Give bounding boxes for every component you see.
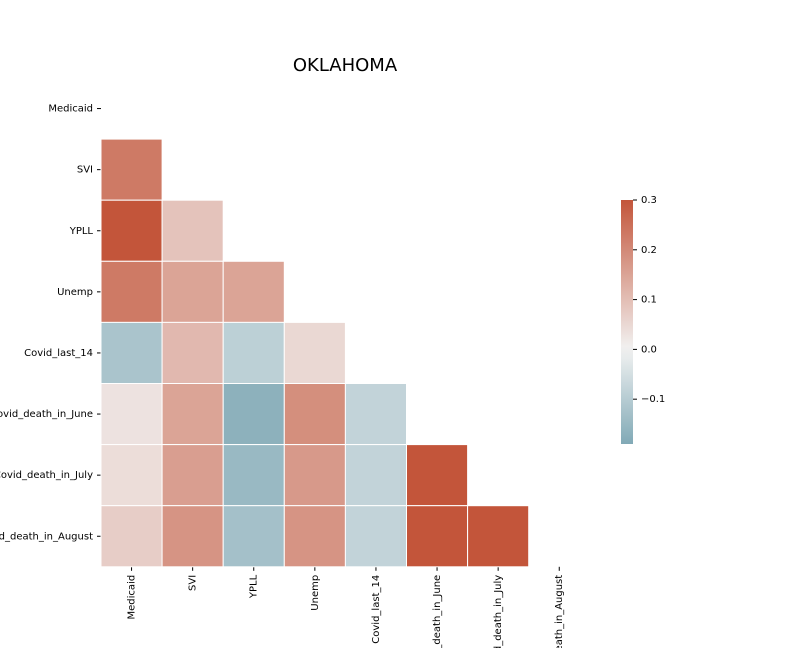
heatmap-cell bbox=[161, 260, 224, 323]
colorbar bbox=[621, 200, 633, 444]
y-tick-label: YPLL bbox=[69, 226, 94, 237]
heatmap-cell bbox=[283, 505, 346, 568]
heatmap-cell bbox=[222, 383, 285, 446]
heatmap-cell bbox=[222, 260, 285, 323]
heatmap-cell bbox=[406, 505, 469, 568]
heatmap-cell bbox=[161, 505, 224, 568]
heatmap-cell bbox=[100, 383, 163, 446]
y-tick-label: Covid_death_in_June bbox=[0, 409, 93, 420]
x-tick-label: SVI bbox=[188, 575, 199, 591]
heatmap-cell bbox=[283, 444, 346, 507]
heatmap-cell bbox=[222, 444, 285, 507]
heatmap-cell bbox=[161, 383, 224, 446]
colorbar-tick-label: 0.0 bbox=[641, 344, 657, 355]
heatmap-cell bbox=[161, 444, 224, 507]
colorbar-tick-label: 0.1 bbox=[641, 295, 657, 306]
heatmap-cell bbox=[161, 321, 224, 384]
heatmap-cell bbox=[100, 138, 163, 201]
heatmap-cell bbox=[344, 444, 407, 507]
heatmap-cell bbox=[406, 444, 469, 507]
y-tick-label: Covid_death_in_August bbox=[0, 531, 93, 542]
x-tick-label: Medicaid bbox=[127, 575, 138, 620]
x-tick-label: Covid_last_14 bbox=[371, 575, 382, 644]
colorbar-tick-label: −0.1 bbox=[641, 394, 665, 405]
x-tick-label: YPLL bbox=[249, 574, 260, 599]
heatmap-cell bbox=[283, 383, 346, 446]
heatmap-cell bbox=[100, 444, 163, 507]
heatmap-cell bbox=[467, 505, 530, 568]
heatmap-cell bbox=[100, 260, 163, 323]
heatmap-cell bbox=[100, 505, 163, 568]
heatmap-cell bbox=[161, 199, 224, 262]
chart-title: OKLAHOMA bbox=[293, 55, 398, 76]
y-tick-label: Covid_last_14 bbox=[24, 348, 93, 359]
x-tick-label: Unemp bbox=[310, 575, 321, 611]
y-tick-label: Medicaid bbox=[48, 104, 93, 115]
colorbar-tick-label: 0.2 bbox=[641, 245, 657, 256]
heatmap-cell bbox=[283, 321, 346, 384]
y-tick-label: Covid_death_in_July bbox=[0, 470, 93, 481]
y-tick-label: SVI bbox=[77, 165, 93, 176]
heatmap-cell bbox=[222, 321, 285, 384]
colorbar-tick-label: 0.3 bbox=[641, 195, 657, 206]
heatmap-cell bbox=[222, 505, 285, 568]
x-tick-label: Covid_death_in_August bbox=[554, 575, 565, 648]
x-tick-label: Covid_death_in_June bbox=[432, 575, 443, 648]
heatmap-cell bbox=[344, 383, 407, 446]
y-tick-label: Unemp bbox=[57, 287, 93, 298]
x-tick-label: Covid_death_in_July bbox=[493, 575, 504, 648]
heatmap-cell bbox=[344, 505, 407, 568]
heatmap-cell bbox=[100, 321, 163, 384]
heatmap-cell bbox=[100, 199, 163, 262]
